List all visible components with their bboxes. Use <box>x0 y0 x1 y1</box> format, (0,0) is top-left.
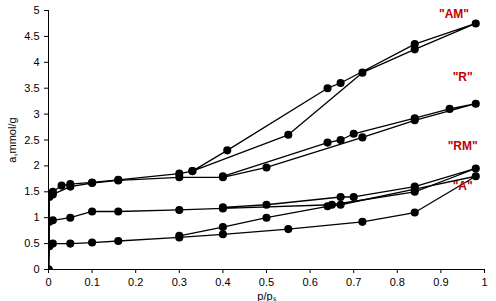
svg-text:0: 0 <box>33 263 39 275</box>
svg-text:0.1: 0.1 <box>84 276 99 288</box>
svg-text:3: 3 <box>33 108 39 120</box>
svg-text:0.8: 0.8 <box>390 276 405 288</box>
svg-text:3.5: 3.5 <box>24 82 39 94</box>
svg-text:0.5: 0.5 <box>24 237 39 249</box>
svg-text:0.3: 0.3 <box>172 276 187 288</box>
svg-text:"RM": "RM" <box>448 139 478 153</box>
svg-text:1: 1 <box>481 276 487 288</box>
svg-text:p/pₛ: p/pₛ <box>257 290 276 301</box>
svg-text:"AM": "AM" <box>439 7 469 21</box>
svg-text:0: 0 <box>45 276 51 288</box>
svg-text:5: 5 <box>33 4 39 16</box>
svg-text:2: 2 <box>33 159 39 171</box>
svg-text:4.5: 4.5 <box>24 30 39 42</box>
svg-text:0.5: 0.5 <box>259 276 274 288</box>
svg-text:1: 1 <box>33 211 39 223</box>
svg-text:0.9: 0.9 <box>433 276 448 288</box>
svg-text:"R": "R" <box>453 70 473 84</box>
svg-text:0.4: 0.4 <box>215 276 230 288</box>
svg-text:1.5: 1.5 <box>24 185 39 197</box>
svg-text:2.5: 2.5 <box>24 134 39 146</box>
svg-text:a,mmol/g: a,mmol/g <box>6 117 18 162</box>
svg-text:0.6: 0.6 <box>302 276 317 288</box>
svg-text:"A": "A" <box>453 179 473 193</box>
svg-text:0.2: 0.2 <box>128 276 143 288</box>
svg-text:4: 4 <box>33 56 39 68</box>
svg-text:0.7: 0.7 <box>346 276 361 288</box>
